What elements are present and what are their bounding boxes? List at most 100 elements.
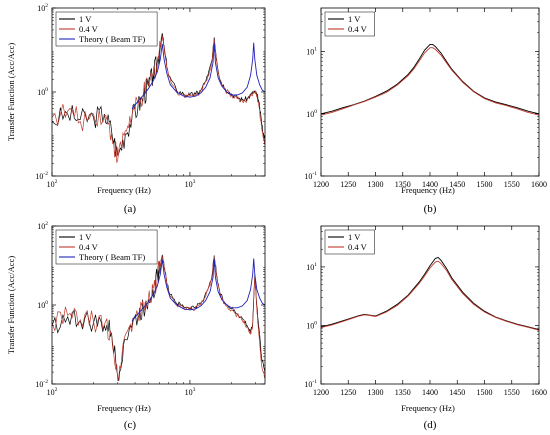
y-tick-label: 10-1 [304, 379, 317, 389]
tick-base: 10 [35, 380, 43, 389]
tick-exponent: -1 [312, 171, 317, 177]
x-tick-label: 1300 [368, 388, 384, 397]
tick-exponent: 1 [314, 47, 317, 53]
series-line-1 [321, 43, 539, 115]
x-tick-label: 1350 [395, 388, 411, 397]
tick-base: 10 [47, 388, 55, 397]
y-axis-label: Transfer Function (Acc/Acc) [6, 43, 16, 142]
y-tick-label: 10-2 [35, 379, 48, 389]
x-tick-label: 1600 [531, 388, 547, 397]
y-tick-label: 100 [37, 300, 48, 310]
tick-exponent: 2 [55, 387, 58, 393]
legend-box [324, 229, 375, 255]
x-tick-label: 102 [47, 387, 58, 397]
legend-entry: 1 V [348, 14, 361, 24]
x-tick-label: 1450 [449, 388, 465, 397]
legend-entry: 1 V [79, 14, 92, 24]
series-line-1 [321, 256, 539, 331]
y-tick-label: 101 [306, 47, 317, 57]
panel-label: (c) [124, 419, 137, 431]
tick-base: 10 [306, 263, 314, 272]
series-line-2 [321, 47, 539, 116]
tick-base: 10 [47, 180, 55, 189]
x-axis-label: Frequency (Hz) [97, 185, 151, 195]
tick-base: 10 [37, 222, 45, 231]
series-line-2 [321, 260, 539, 331]
y-tick-label: 102 [37, 3, 48, 13]
y-tick-label: 102 [37, 221, 48, 231]
x-axis-label: Frequency (Hz) [401, 403, 455, 413]
x-tick-label: 1450 [449, 180, 465, 189]
series-line-2 [52, 35, 265, 163]
legend-entry: Theory ( Beam TF) [79, 252, 145, 262]
series-line-1 [52, 33, 265, 157]
x-axis-label: Frequency (Hz) [97, 403, 151, 413]
x-tick-label: 103 [185, 179, 196, 189]
x-tick-label: 1200 [313, 388, 329, 397]
panel-d: 1200 1250 1300 1350 1400 1450 1500 1550 1600 10-1… [304, 225, 547, 431]
legend-entry: 0.4 V [79, 24, 99, 34]
x-tick-label: 1500 [477, 388, 493, 397]
panel-label: (b) [424, 203, 437, 215]
panel-b: 1200 1250 1300 1350 1400 1450 1500 1550 160010-1… [304, 7, 547, 215]
x-tick-label: 1600 [531, 180, 547, 189]
tick-exponent: -2 [43, 171, 48, 177]
y-tick-label: 101 [306, 262, 317, 272]
series-line-1 [52, 254, 265, 381]
x-tick-label: 103 [185, 387, 196, 397]
y-tick-label: 100 [37, 87, 48, 97]
legend-entry: 0.4 V [79, 242, 99, 252]
tick-exponent: 0 [45, 300, 48, 306]
x-tick-label: 1200 [313, 180, 329, 189]
tick-base: 10 [37, 301, 45, 310]
tick-exponent: 0 [314, 109, 317, 115]
panel-label: (a) [124, 203, 137, 215]
tick-base: 10 [304, 172, 312, 181]
x-tick-label: 1400 [422, 388, 438, 397]
legend-entry: 0.4 V [348, 24, 368, 34]
series-line-2 [52, 255, 265, 381]
series-line-3 [131, 42, 265, 109]
tick-base: 10 [185, 180, 193, 189]
legend-entry: 0.4 V [348, 242, 368, 252]
x-tick-label: 1550 [504, 388, 520, 397]
y-tick-label: 10-1 [304, 171, 317, 181]
x-tick-label: 1250 [340, 180, 356, 189]
tick-base: 10 [37, 88, 45, 97]
legend-entry: 1 V [79, 232, 92, 242]
x-tick-label: 1350 [395, 180, 411, 189]
x-tick-label: 1300 [368, 180, 384, 189]
legend-entry: Theory ( Beam TF) [79, 34, 145, 44]
tick-exponent: 1 [314, 262, 317, 268]
tick-base: 10 [35, 172, 43, 181]
y-tick-label: 100 [306, 320, 317, 330]
x-tick-label: 1550 [504, 180, 520, 189]
tick-base: 10 [37, 4, 45, 13]
tick-base: 10 [185, 388, 193, 397]
legend-box [324, 11, 375, 37]
tick-base: 10 [306, 110, 314, 119]
panel-label: (d) [424, 419, 437, 431]
tick-exponent: 3 [193, 387, 196, 393]
tick-base: 10 [306, 321, 314, 330]
x-tick-label: 102 [47, 179, 58, 189]
y-tick-label: 100 [306, 109, 317, 119]
y-tick-label: 10-2 [35, 171, 48, 181]
x-tick-label: 1500 [477, 180, 493, 189]
tick-exponent: 3 [193, 179, 196, 185]
tick-exponent: 2 [45, 3, 48, 9]
x-tick-label: 1400 [422, 180, 438, 189]
tick-exponent: 2 [55, 179, 58, 185]
y-axis-label: Transfer Function (Acc/Acc) [6, 256, 16, 355]
x-axis-label: Frequency (Hz) [401, 185, 455, 195]
tick-exponent: 0 [45, 87, 48, 93]
legend-entry: 1 V [348, 232, 361, 242]
x-tick-label: 1250 [340, 388, 356, 397]
series-line-3 [131, 258, 265, 321]
tick-exponent: -2 [43, 379, 48, 385]
tick-exponent: 2 [45, 221, 48, 227]
tick-base: 10 [306, 48, 314, 57]
